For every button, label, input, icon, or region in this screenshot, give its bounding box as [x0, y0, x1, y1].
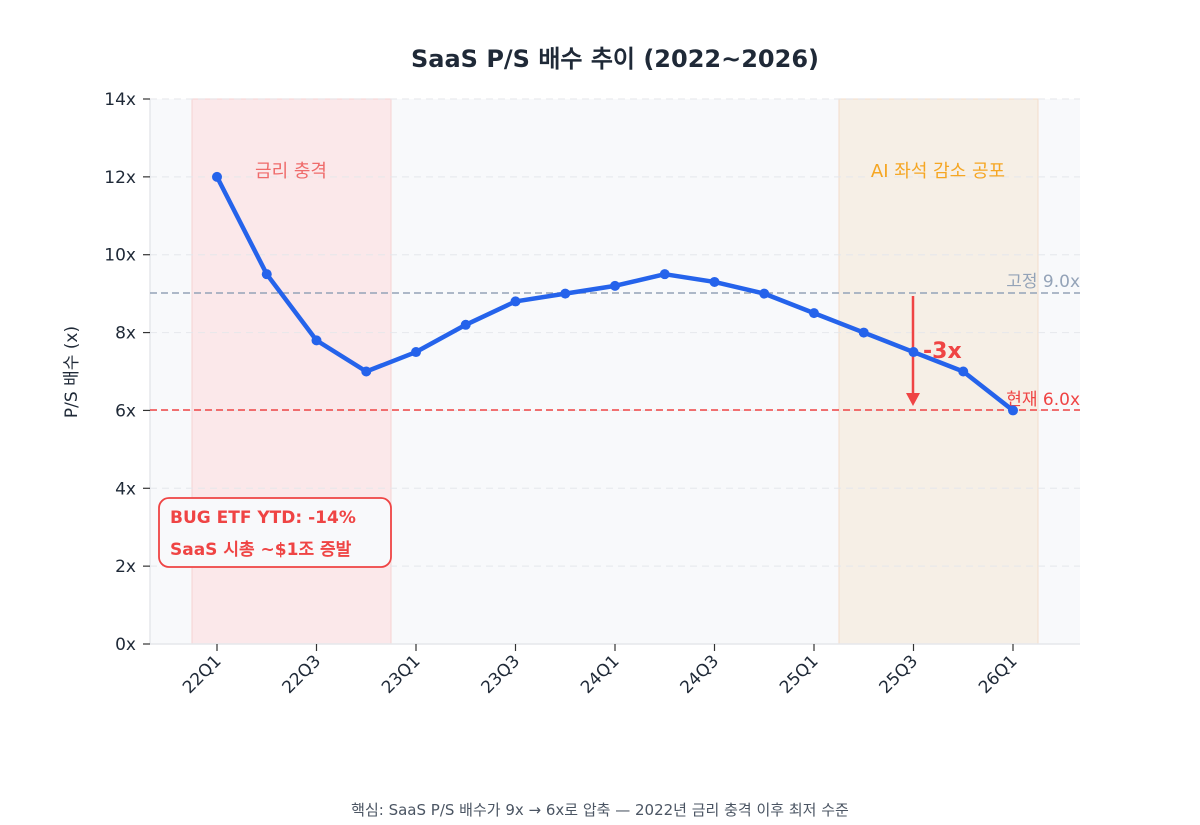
- x-tick-label: 26Q1: [975, 651, 1022, 698]
- x-tick-label: 24Q1: [577, 651, 624, 698]
- y-tick-label: 14x: [104, 90, 136, 110]
- y-tick-label: 0x: [115, 635, 136, 655]
- x-tick-label: 25Q1: [776, 651, 823, 698]
- delta-label: -3x: [923, 339, 962, 364]
- x-tick-label: 22Q3: [278, 651, 325, 698]
- footer-note: 핵심: SaaS P/S 배수가 9x → 6x로 압축 — 2022년 금리 …: [351, 801, 849, 819]
- chart-title: SaaS P/S 배수 추이 (2022~2026): [411, 45, 819, 73]
- y-tick-label: 10x: [104, 246, 136, 266]
- data-point: [411, 347, 421, 358]
- data-point: [958, 366, 969, 377]
- ai-fear-label: AI 좌석 감소 공포: [871, 161, 1005, 182]
- data-point: [261, 269, 272, 280]
- data-point: [908, 347, 919, 358]
- data-point: [212, 171, 222, 182]
- data-point: [560, 288, 571, 299]
- data-point: [809, 308, 819, 319]
- data-points: [212, 171, 1018, 416]
- data-point: [361, 366, 372, 377]
- x-tick-label: 23Q1: [378, 651, 425, 698]
- arrow-head-icon: [906, 393, 920, 406]
- data-point: [1008, 405, 1018, 416]
- data-point: [610, 280, 620, 291]
- y-tick-label: 12x: [104, 168, 136, 188]
- data-point: [759, 288, 770, 299]
- rate-shock-label: 금리 충격: [255, 161, 327, 182]
- x-tick-label: 22Q1: [179, 651, 226, 698]
- data-point: [311, 335, 322, 346]
- y-axis-label: P/S 배수 (x): [62, 326, 82, 418]
- x-ticks: 22Q1 22Q3 23Q1 23Q3 24Q1 24Q3 25Q1 25Q3 26Q1: [179, 644, 1022, 698]
- x-tick-label: 24Q3: [676, 651, 723, 698]
- data-point: [510, 296, 521, 307]
- annotation-line-2: SaaS 시총 ~$1조 증발: [170, 540, 352, 560]
- data-point: [709, 276, 720, 287]
- y-tick-label: 6x: [115, 401, 136, 421]
- y-tick-label: 4x: [115, 479, 136, 499]
- annotation-box: [158, 497, 392, 568]
- y-tick-label: 8x: [115, 324, 136, 344]
- y-tick-label: 2x: [115, 557, 136, 577]
- x-tick-label: 25Q3: [875, 651, 922, 698]
- ai-fear-region: [838, 98, 1039, 645]
- data-point: [858, 327, 869, 338]
- data-point: [460, 319, 471, 330]
- y-ticks: 0x 2x 4x 6x 8x 10x 12x 14x: [104, 90, 150, 655]
- data-point: [659, 269, 670, 280]
- fixed-ref-label: 고정 9.0x: [1006, 272, 1080, 292]
- current-ref-label: 현재 6.0x: [1006, 390, 1080, 410]
- x-tick-label: 23Q3: [477, 651, 524, 698]
- annotation-line-1: BUG ETF YTD: -14%: [170, 508, 356, 528]
